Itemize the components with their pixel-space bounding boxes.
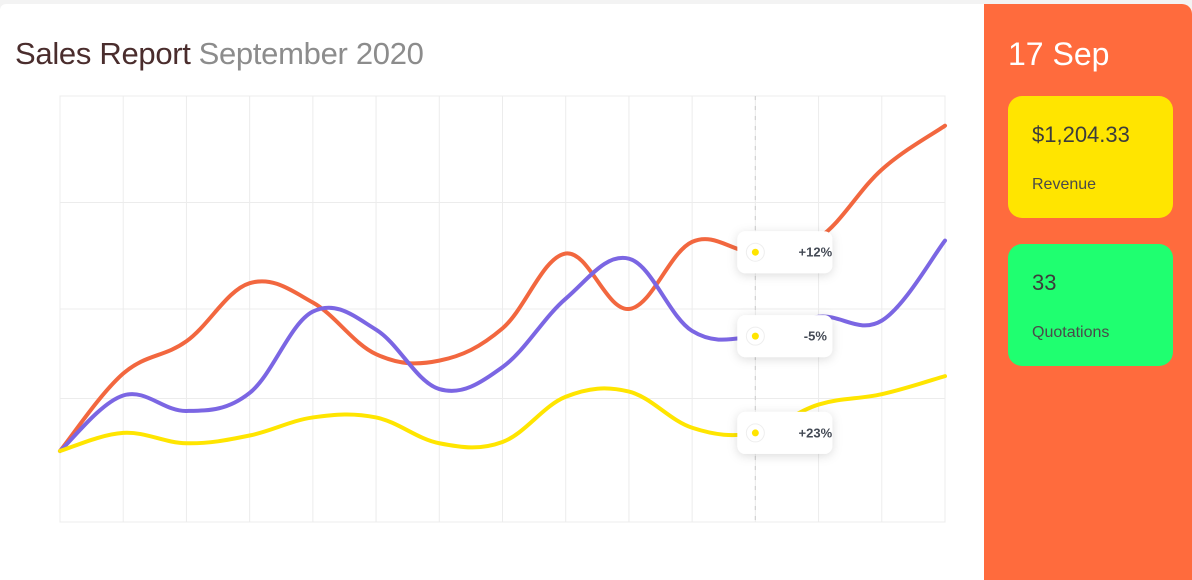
quotations-card[interactable]: 33 Quotations [1008, 244, 1173, 366]
tooltip-background [737, 231, 833, 274]
sales-report-card: Sales Report September 2020 +12% -5% +23% 1… [0, 4, 1192, 580]
tooltip-label: +23% [799, 425, 833, 440]
report-title: Sales Report [15, 36, 191, 71]
page-title: Sales Report September 2020 [15, 34, 424, 74]
tooltip-dot [751, 332, 759, 340]
tooltip: +23% [737, 411, 833, 454]
quotations-value: 33 [1032, 270, 1057, 295]
quotations-label: Quotations [1032, 324, 1110, 341]
revenue-label: Revenue [1032, 176, 1097, 193]
chart-tooltips: +12% -5% +23% [737, 231, 833, 454]
revenue-card[interactable]: $1,204.33 Revenue [1008, 96, 1173, 218]
chart-grid [59, 95, 946, 526]
tooltip: -5% [737, 315, 833, 358]
tooltip-background [737, 411, 833, 454]
tooltip: +12% [737, 231, 833, 274]
tooltip-dot [751, 429, 759, 437]
selected-date: 17 Sep [1008, 36, 1110, 72]
tooltip-background [737, 315, 833, 358]
revenue-value: $1,204.33 [1032, 122, 1130, 147]
sales-line-chart: +12% -5% +23% [58, 95, 947, 526]
tooltip-dot [751, 248, 759, 256]
day-summary-panel: 17 Sep $1,204.33 Revenue 33 Quotations [984, 4, 1192, 580]
tooltip-label: -5% [804, 329, 828, 344]
tooltip-label: +12% [799, 245, 833, 260]
report-period: September 2020 [198, 36, 424, 71]
